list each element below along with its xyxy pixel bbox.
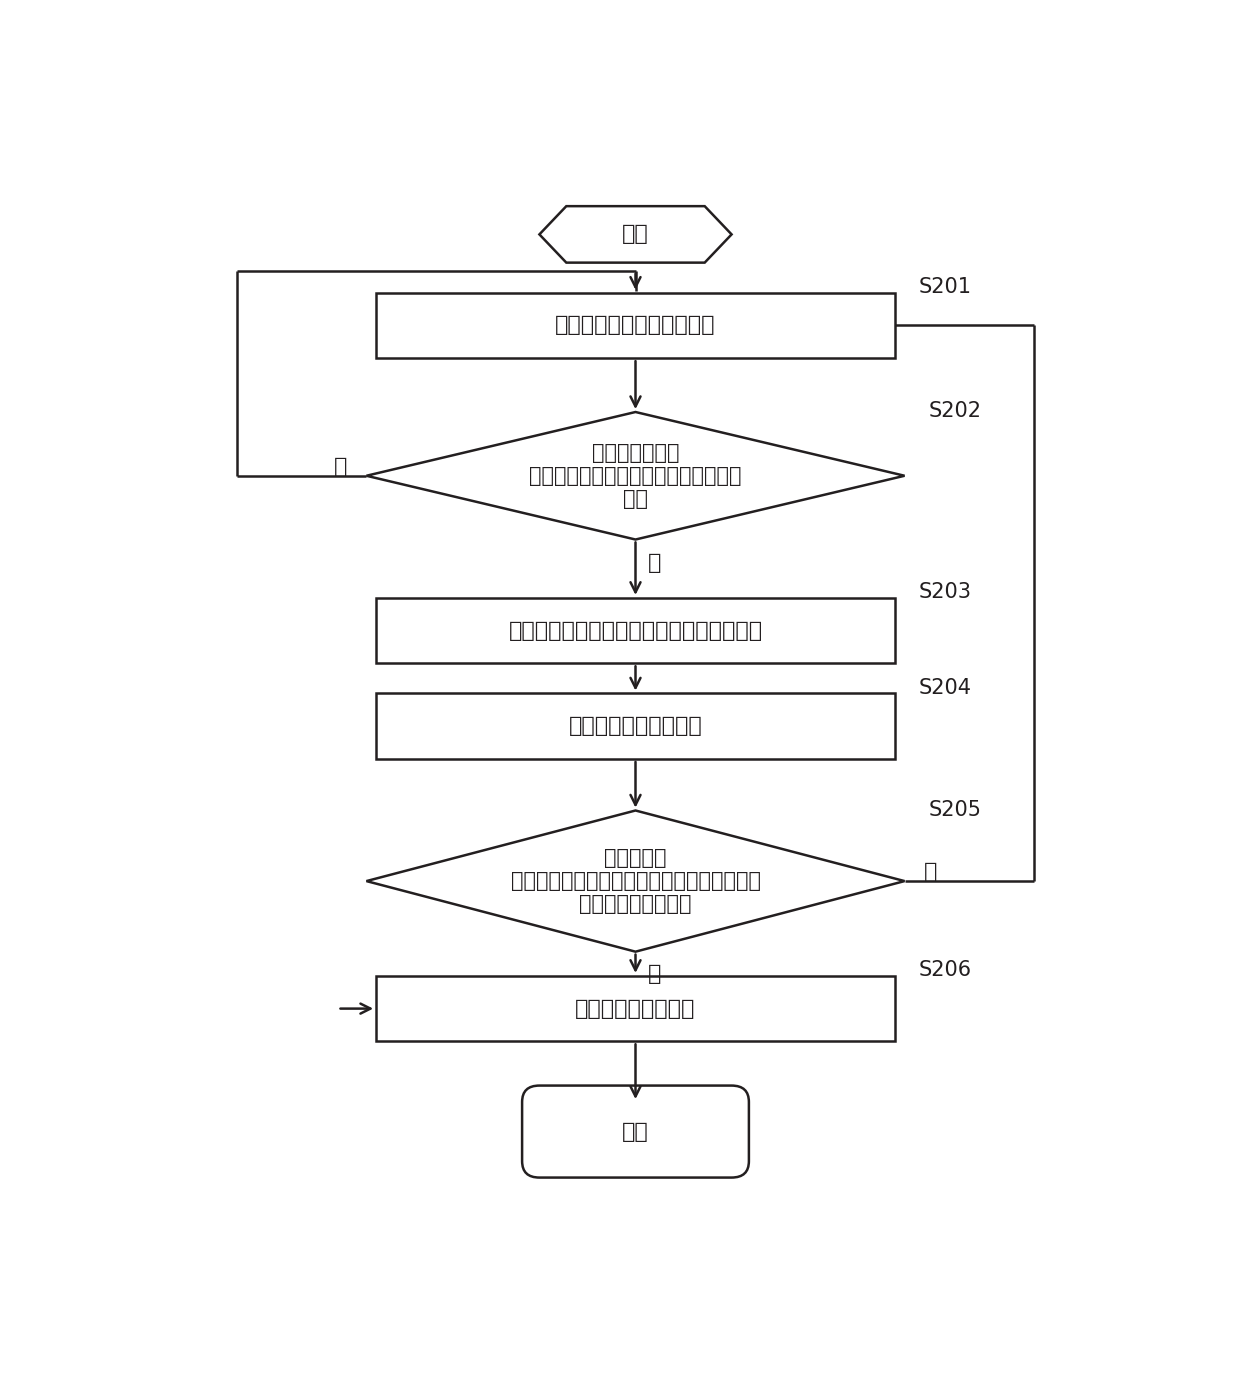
Bar: [376, 976, 895, 1041]
Text: 是: 是: [649, 963, 661, 984]
Text: S203: S203: [919, 583, 972, 602]
Text: S204: S204: [919, 678, 972, 698]
Text: 判断电池的
当前电流值是否大于与当前温度值所属的温度
区间对应的电流阈值: 判断电池的 当前电流值是否大于与当前温度值所属的温度 区间对应的电流阈值: [511, 848, 760, 915]
Bar: [376, 693, 895, 758]
Bar: [376, 598, 895, 663]
Text: S201: S201: [919, 277, 972, 298]
Text: 否: 否: [924, 862, 937, 882]
Text: 判断当前温度值
是否大于最小温度阈值且小于最大温度
阈值: 判断当前温度值 是否大于最小温度阈值且小于最大温度 阈值: [529, 443, 742, 509]
Text: 检测电池的当前电流值: 检测电池的当前电流值: [569, 717, 702, 736]
Text: 检测电池电芯的当前温度值: 检测电池电芯的当前温度值: [556, 316, 715, 335]
Polygon shape: [539, 206, 732, 263]
FancyBboxPatch shape: [522, 1085, 749, 1178]
Text: 确定电池电芯的当前温度值所属的温度区间: 确定电池电芯的当前温度值所属的温度区间: [508, 620, 763, 641]
Text: S206: S206: [919, 960, 972, 980]
Text: 结束: 结束: [622, 1121, 649, 1142]
Text: S202: S202: [929, 401, 982, 421]
Polygon shape: [367, 412, 905, 540]
Text: 控制充放电模块关闭: 控制充放电模块关闭: [575, 999, 696, 1019]
Text: 开始: 开始: [622, 224, 649, 245]
Text: 是: 是: [649, 554, 661, 573]
Text: S205: S205: [929, 800, 982, 819]
Bar: [376, 292, 895, 358]
Polygon shape: [367, 811, 905, 952]
Text: 否: 否: [334, 457, 347, 476]
